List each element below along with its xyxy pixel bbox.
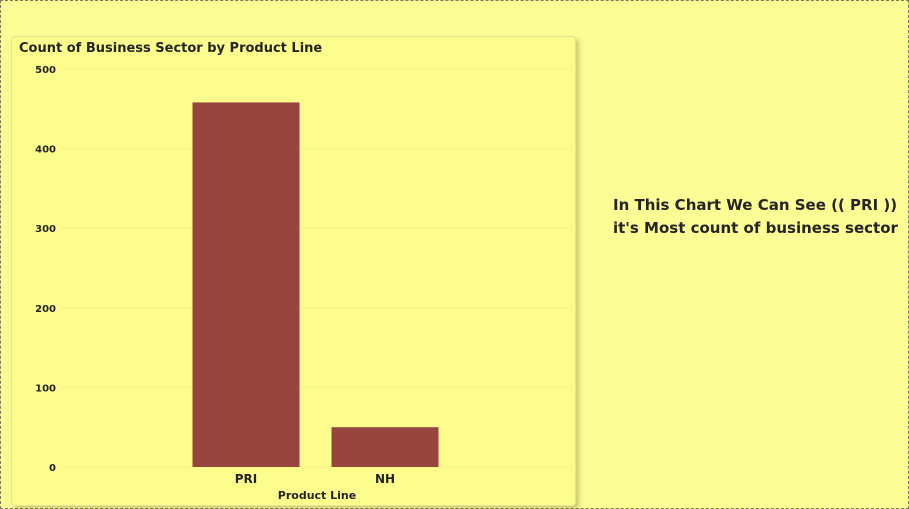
x-axis-ticks: PRI NH — [235, 472, 395, 486]
bar-nh[interactable] — [331, 427, 439, 467]
chart-title: Count of Business Sector by Product Line — [19, 41, 323, 56]
bars — [192, 102, 439, 467]
y-tick-label: 0 — [49, 463, 56, 474]
y-axis-ticks: 0 100 200 300 400 500 — [35, 65, 56, 474]
bar-chart: 0 100 200 300 400 500 PRI NH Product Line — [35, 65, 572, 502]
y-tick-label: 400 — [35, 145, 56, 156]
gridlines — [62, 68, 572, 468]
chart-annotation: In This Chart We Can See (( PRI )) it's … — [613, 194, 898, 240]
y-tick-label: 200 — [35, 304, 56, 315]
x-axis-title: Product Line — [278, 489, 356, 502]
chart-card[interactable]: Count of Business Sector by Product Line… — [11, 36, 576, 506]
annotation-line-2: it's Most count of business sector — [613, 219, 898, 237]
y-tick-label: 500 — [35, 65, 56, 76]
x-tick-label-pri: PRI — [235, 472, 258, 486]
annotation-line-1: In This Chart We Can See (( PRI )) — [613, 196, 898, 214]
y-tick-label: 300 — [35, 224, 56, 235]
x-tick-label-nh: NH — [375, 472, 395, 486]
y-tick-label: 100 — [35, 383, 56, 394]
bar-pri[interactable] — [192, 102, 300, 467]
